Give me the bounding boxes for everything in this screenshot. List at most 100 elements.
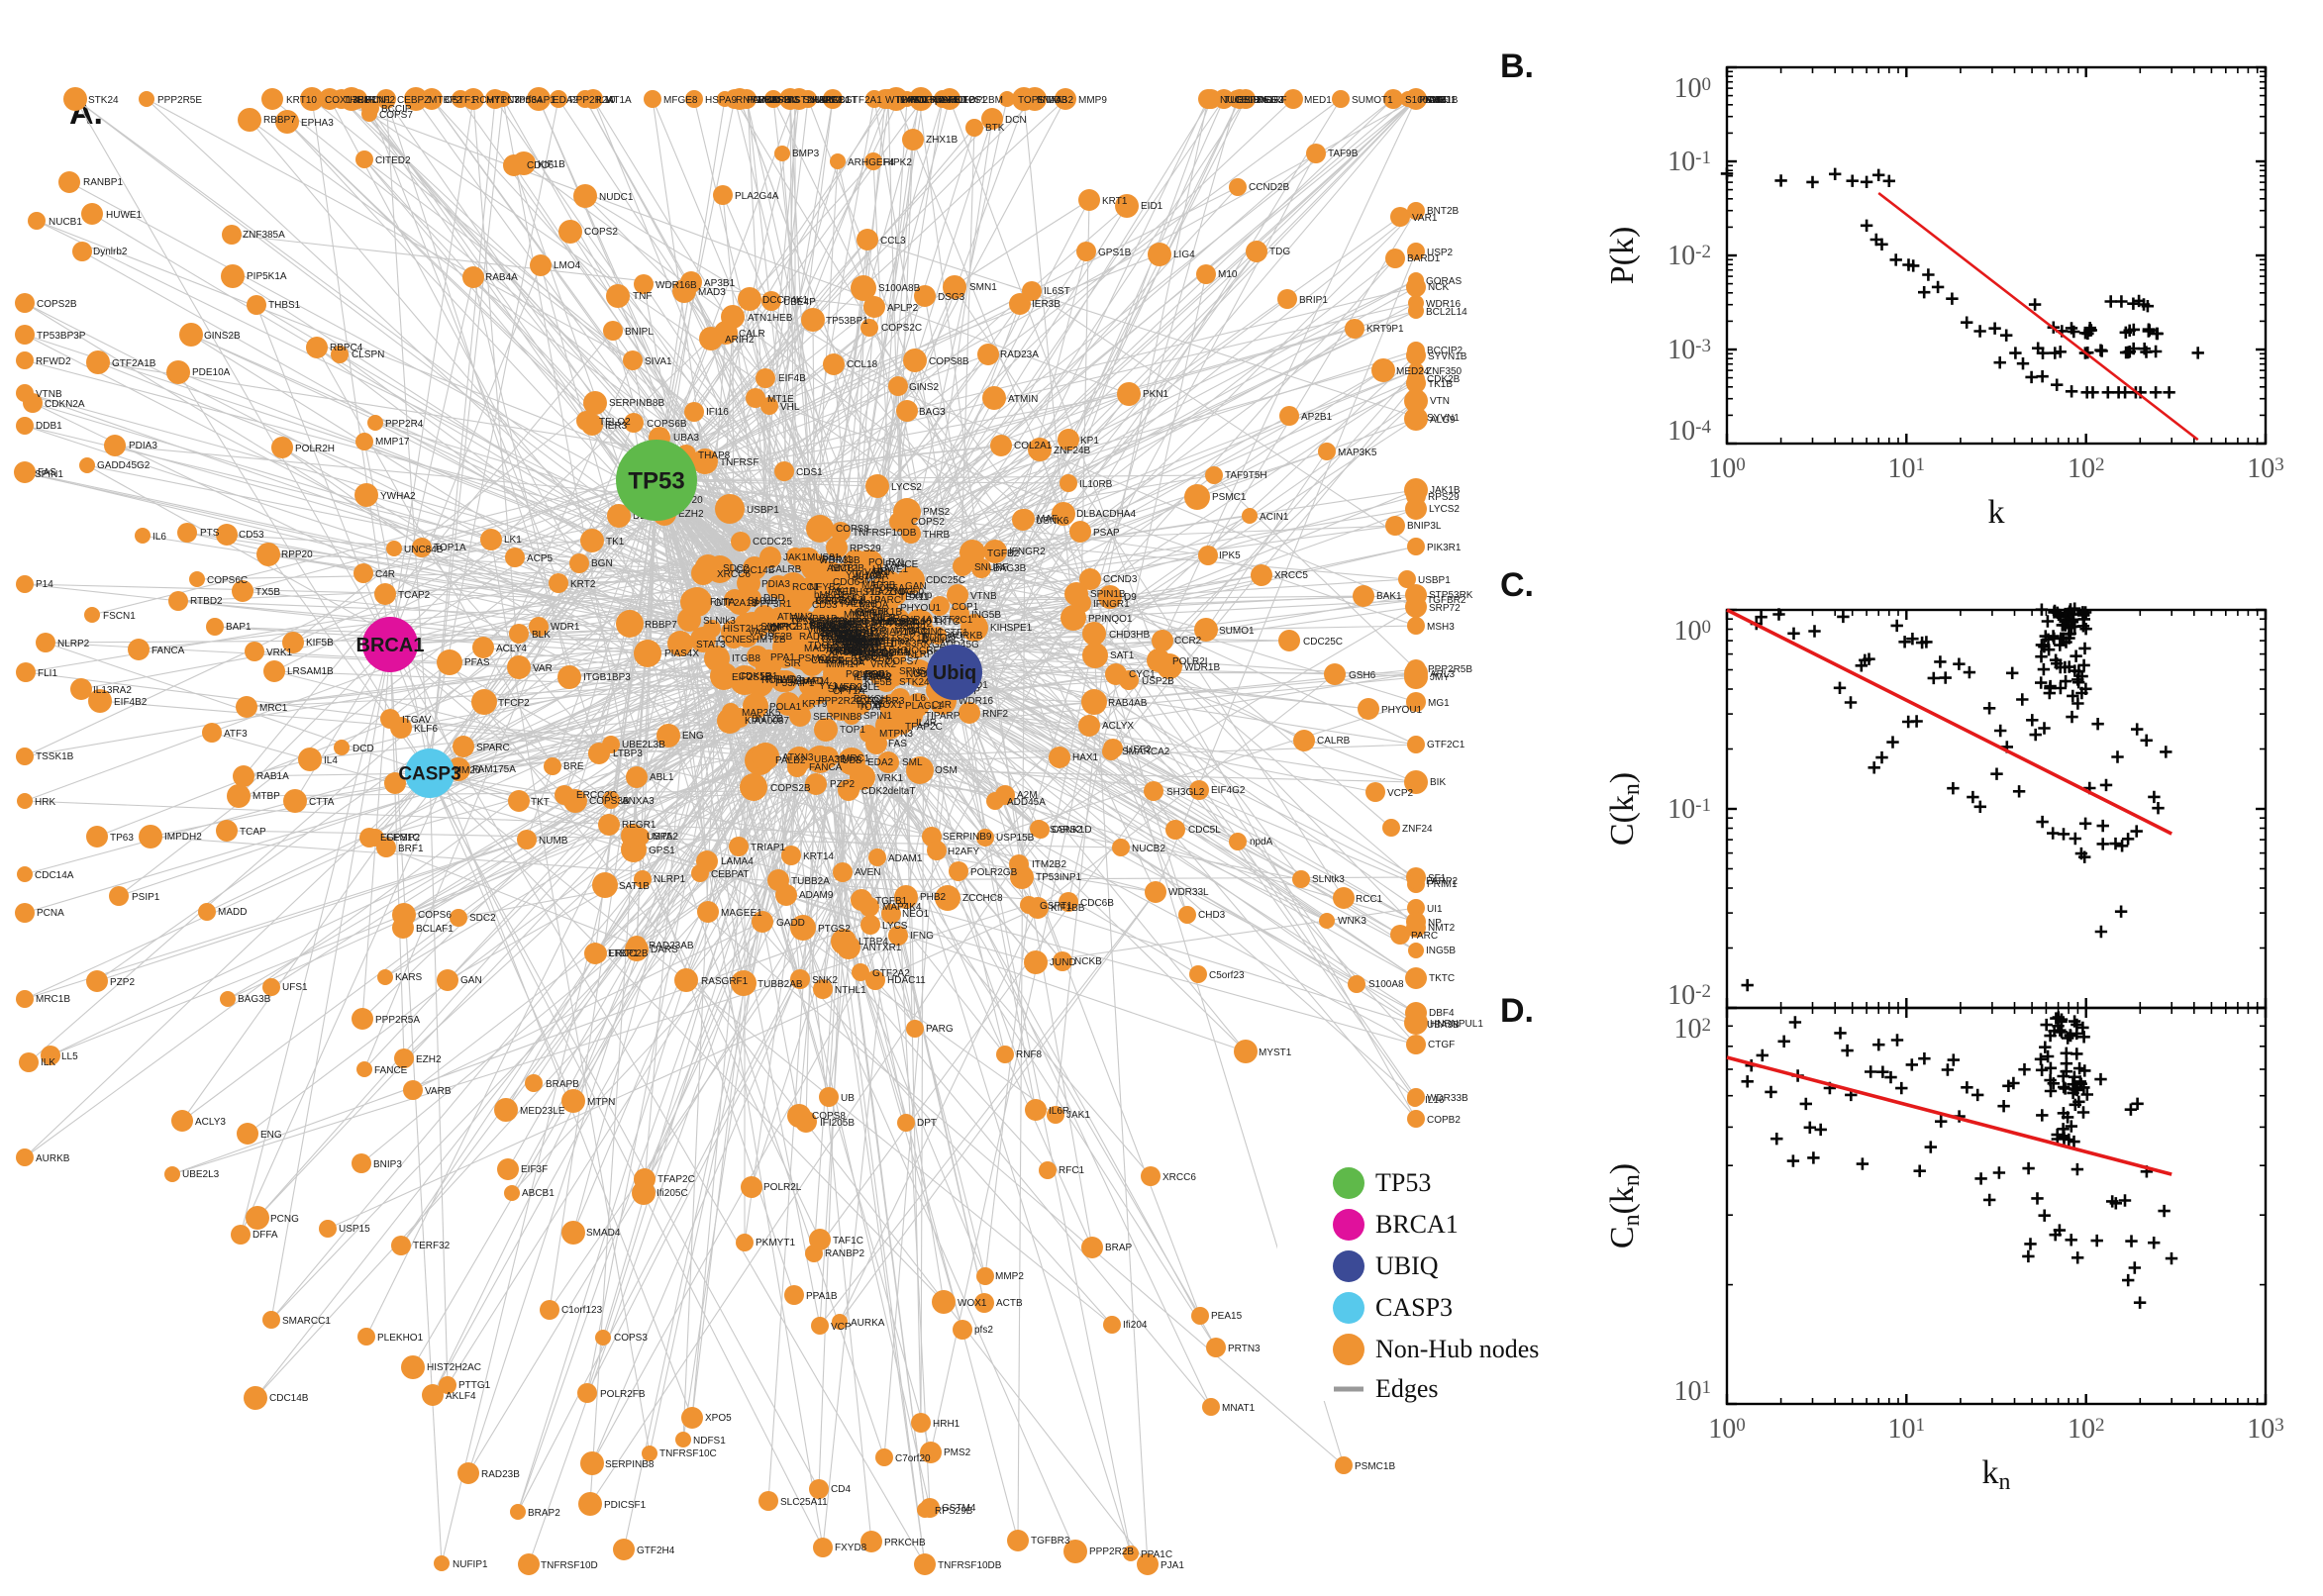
svg-text:CTF: CTF: [1429, 95, 1448, 106]
svg-text:PARP2: PARP2: [1426, 876, 1458, 887]
svg-text:UBA3B: UBA3B: [1427, 1020, 1460, 1031]
svg-text:NDFS1: NDFS1: [693, 1436, 726, 1446]
svg-text:IFI16: IFI16: [706, 407, 729, 418]
svg-text:k: k: [1988, 494, 2005, 531]
svg-text:HRK: HRK: [35, 797, 55, 808]
svg-text:EZH2: EZH2: [416, 1054, 442, 1065]
svg-text:RPS29: RPS29: [850, 544, 881, 554]
svg-text:TFAP2C: TFAP2C: [657, 1174, 695, 1185]
svg-text:ITGAV: ITGAV: [402, 715, 432, 726]
svg-text:A2M: A2M: [1017, 790, 1038, 801]
svg-text:EIF3F: EIF3F: [521, 1164, 548, 1175]
svg-text:LAMA4: LAMA4: [721, 856, 754, 867]
svg-text:PPP2R5E: PPP2R5E: [157, 95, 202, 106]
svg-text:TP53: TP53: [628, 467, 684, 494]
svg-text:TRIAP1: TRIAP1: [751, 843, 785, 853]
svg-text:THAP8: THAP8: [698, 450, 731, 461]
svg-text:TP53INP1: TP53INP1: [1036, 872, 1082, 883]
svg-text:MNAT1: MNAT1: [1222, 1403, 1256, 1414]
svg-text:CCL18: CCL18: [847, 359, 878, 370]
svg-text:KRT14: KRT14: [803, 851, 834, 862]
svg-text:BIK: BIK: [1430, 777, 1446, 788]
svg-text:CCDC25: CCDC25: [753, 537, 792, 548]
svg-text:TFCP2: TFCP2: [498, 698, 530, 709]
svg-text:RBL2: RBL2: [809, 621, 834, 632]
svg-text:PMS2: PMS2: [923, 507, 951, 518]
svg-text:FLI1: FLI1: [38, 668, 57, 679]
svg-text:PSAP: PSAP: [1093, 528, 1120, 539]
svg-text:EIF4B: EIF4B: [778, 373, 806, 384]
svg-text:CLSPN: CLSPN: [352, 349, 384, 360]
svg-text:SIVA1: SIVA1: [645, 356, 672, 367]
svg-text:DPT: DPT: [917, 1118, 937, 1129]
svg-text:TCAP2: TCAP2: [398, 590, 431, 601]
svg-text:TKT: TKT: [531, 797, 550, 808]
svg-text:BRF1: BRF1: [398, 844, 424, 854]
svg-text:UNC84B: UNC84B: [404, 545, 444, 555]
svg-text:SPARC: SPARC: [476, 743, 510, 753]
svg-text:MUS81: MUS81: [807, 552, 841, 563]
svg-text:TP53BP1: TP53BP1: [826, 316, 868, 327]
svg-text:IFNG: IFNG: [910, 931, 934, 942]
svg-text:FANCE: FANCE: [374, 1065, 408, 1076]
svg-text:USBP1: USBP1: [1418, 575, 1451, 586]
svg-text:BNT2B: BNT2B: [1427, 206, 1460, 217]
svg-text:PRTN3: PRTN3: [1228, 1344, 1261, 1354]
svg-text:ITM2B2: ITM2B2: [1032, 859, 1066, 870]
svg-text:Dynlrb2: Dynlrb2: [922, 635, 957, 646]
svg-text:10-4: 10-4: [1667, 416, 1711, 447]
svg-text:kn: kn: [1982, 1454, 2011, 1495]
svg-text:TNFRSF10DB: TNFRSF10DB: [853, 528, 917, 539]
svg-text:NP: NP: [1428, 918, 1442, 929]
svg-text:LYCS: LYCS: [882, 921, 908, 932]
svg-text:BRAP: BRAP: [1105, 1243, 1133, 1253]
svg-text:SERPINB8: SERPINB8: [813, 712, 862, 723]
svg-text:TDG: TDG: [1269, 247, 1290, 257]
svg-text:USF2B: USF2B: [760, 632, 793, 643]
svg-text:MMP2: MMP2: [995, 1271, 1024, 1282]
svg-text:BGN: BGN: [591, 558, 613, 569]
svg-text:SDC2: SDC2: [469, 913, 496, 924]
svg-text:PHYOU1: PHYOU1: [900, 603, 942, 614]
svg-text:CDKN2A: CDKN2A: [45, 399, 85, 410]
svg-text:BRAPB: BRAPB: [546, 1079, 579, 1090]
svg-text:TNFRSF10D: TNFRSF10D: [541, 1560, 598, 1571]
svg-text:REGR1: REGR1: [622, 820, 656, 831]
svg-text:ABL1: ABL1: [650, 772, 674, 783]
svg-text:GSH6: GSH6: [1349, 670, 1376, 681]
svg-text:P14: P14: [36, 579, 53, 590]
svg-text:TUBB2A: TUBB2A: [791, 876, 830, 887]
svg-text:ENG: ENG: [682, 731, 704, 742]
svg-text:RNF8: RNF8: [1016, 1049, 1043, 1060]
svg-text:COL2A1: COL2A1: [1014, 441, 1053, 451]
svg-text:GADD45G2: GADD45G2: [97, 460, 151, 471]
svg-text:LK1: LK1: [504, 535, 522, 546]
svg-text:PPP2R5A: PPP2R5A: [375, 1015, 420, 1026]
svg-text:ATN1HEB: ATN1HEB: [748, 313, 793, 324]
svg-text:PDIA3: PDIA3: [761, 579, 790, 590]
svg-text:ATF3: ATF3: [224, 729, 248, 740]
svg-text:SIR: SIR: [784, 658, 801, 669]
svg-text:CCR2: CCR2: [1174, 636, 1202, 647]
svg-text:MED24: MED24: [1396, 366, 1430, 377]
svg-text:GINS2: GINS2: [909, 382, 939, 393]
svg-text:NLRP2: NLRP2: [57, 639, 90, 649]
svg-text:MG1: MG1: [1428, 698, 1450, 709]
svg-text:KRT2: KRT2: [570, 579, 596, 590]
svg-text:PLA2G4A: PLA2G4A: [735, 191, 779, 202]
svg-text:DLBACDHA4: DLBACDHA4: [1076, 509, 1136, 520]
svg-text:SUMO1: SUMO1: [1219, 626, 1255, 637]
svg-text:YWHA2: YWHA2: [380, 491, 416, 502]
svg-text:RPP20: RPP20: [281, 549, 313, 560]
svg-text:IL4: IL4: [324, 755, 338, 766]
svg-text:PKN1: PKN1: [1143, 389, 1169, 400]
svg-text:PZP2: PZP2: [110, 977, 135, 988]
svg-text:RAB4A: RAB4A: [485, 272, 518, 283]
svg-text:DCD: DCD: [353, 744, 374, 754]
svg-text:GAN: GAN: [905, 581, 927, 592]
svg-text:KRT1: KRT1: [1102, 196, 1128, 207]
svg-text:101: 101: [1674, 1376, 1712, 1407]
svg-text:SMARCC1: SMARCC1: [282, 1316, 331, 1327]
svg-text:HIPK2: HIPK2: [883, 157, 912, 168]
svg-text:KIAA0087: KIAA0087: [745, 716, 789, 727]
